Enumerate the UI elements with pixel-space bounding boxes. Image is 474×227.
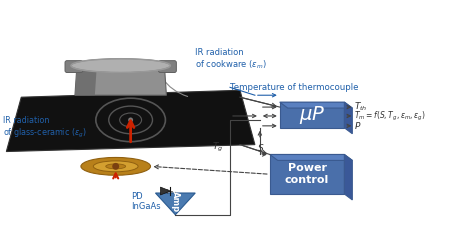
Text: Power
control: Power control (285, 163, 329, 185)
Text: $P$: $P$ (354, 120, 362, 131)
Text: $S$: $S$ (257, 142, 264, 153)
Text: IR radiation
of glass-ceramic ($ε_g$): IR radiation of glass-ceramic ($ε_g$) (3, 116, 87, 140)
Text: $T_m = f(S,T_g,\varepsilon_m,\varepsilon_g)$: $T_m = f(S,T_g,\varepsilon_m,\varepsilon… (354, 109, 426, 123)
Polygon shape (345, 155, 352, 200)
Text: $T_{th}$: $T_{th}$ (354, 101, 368, 113)
Text: Temperature of thermocouple: Temperature of thermocouple (230, 83, 358, 92)
Polygon shape (6, 90, 255, 152)
Text: $T_g$: $T_g$ (212, 141, 224, 154)
Circle shape (128, 117, 133, 122)
FancyBboxPatch shape (158, 61, 176, 72)
Polygon shape (280, 102, 352, 108)
Circle shape (112, 163, 119, 170)
Polygon shape (270, 155, 352, 160)
Polygon shape (75, 66, 97, 95)
Polygon shape (75, 66, 166, 95)
Polygon shape (270, 155, 345, 194)
Text: PD
InGaAs: PD InGaAs (131, 192, 160, 211)
Polygon shape (345, 102, 352, 134)
Ellipse shape (81, 158, 151, 175)
Ellipse shape (93, 161, 138, 172)
Polygon shape (155, 193, 195, 215)
Text: Amp: Amp (171, 191, 180, 212)
Ellipse shape (71, 59, 170, 72)
FancyBboxPatch shape (65, 61, 83, 72)
Text: IR radiation
of cookware ($ε_m$): IR radiation of cookware ($ε_m$) (195, 48, 267, 71)
Text: $\mu P$: $\mu P$ (299, 104, 325, 126)
Ellipse shape (106, 164, 126, 169)
Polygon shape (280, 102, 345, 128)
Polygon shape (161, 187, 170, 195)
